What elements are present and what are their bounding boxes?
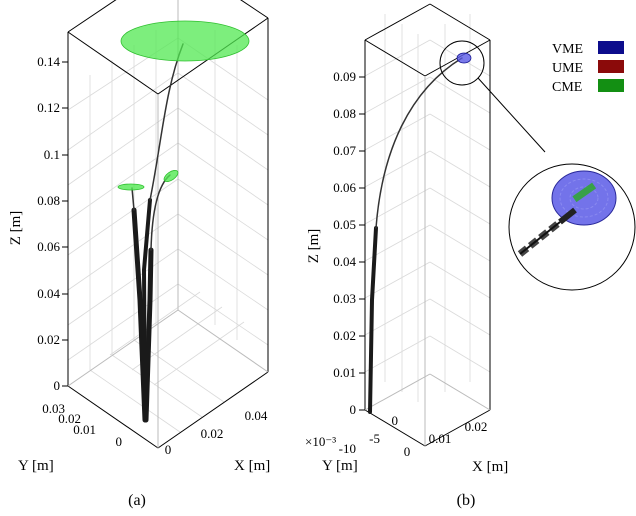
legend-swatch-vme (598, 41, 624, 54)
legend: VME UME CME (552, 41, 624, 95)
panel-b-x-axis-label: X [m] (472, 459, 508, 475)
panel-b-z-axis-label: Z [m] (306, 229, 322, 264)
panel-b-y-exponent: ×10⁻³ (305, 434, 336, 449)
panel-a-z-tick-label: 0.12 (37, 100, 60, 115)
panel-a-tube-middle-segment (143, 247, 154, 423)
panel-a-ellipse-right (163, 169, 179, 183)
panel-a-tube-inner-segment (141, 198, 152, 422)
panel-b-z-tick-label: 0.03 (333, 291, 356, 306)
panel-b-focus-circle (439, 40, 485, 86)
panel-a-x-ticks: 0 0.02 0.04 (165, 408, 268, 457)
panel-b-x-tick-label: 0 (404, 444, 411, 459)
panel-a-y-axis-label: Y [m] (18, 458, 54, 474)
panel-a-box (67, 0, 269, 449)
panel-b-z-tick-label: 0.01 (333, 365, 356, 380)
legend-label-vme: VME (552, 42, 583, 57)
panel-a-y-ticks: 0 0.01 0.02 0.03 (42, 401, 122, 449)
panel-a-y-tick-label: 0.01 (73, 422, 96, 437)
panel-a-y-tick-label: 0.02 (58, 411, 81, 426)
legend-label-ume: UME (552, 61, 583, 76)
panel-a-ellipse-mid (117, 183, 145, 191)
panel-b-box (364, 3, 491, 447)
panel-b-y-tick-label: -10 (339, 441, 356, 456)
legend-label-cme: CME (552, 80, 582, 95)
panel-a-x-tick-label: 0 (165, 442, 172, 457)
panel-b-y-tick-label: 0 (392, 413, 399, 428)
panel-b-z-tick-label: 0.06 (333, 180, 356, 195)
legend-swatch-cme (598, 79, 624, 92)
panel-b-y-tick-label: -5 (369, 431, 380, 446)
panel-b-z-ticks: 0 0.01 0.02 0.03 0.04 0.05 0.06 0.07 0.0… (333, 69, 365, 417)
panel-b-z-tick-label: 0.04 (333, 254, 356, 269)
panel-b-tube-curve (375, 57, 463, 229)
panel-a-y-tick-label: 0 (116, 434, 123, 449)
panel-b-z-tick-label: 0.09 (333, 69, 356, 84)
panel-a-z-tick-label: 0 (54, 378, 61, 393)
panel-a-z-ticks: 0 0.02 0.04 0.06 0.08 0.1 0.12 0.14 (37, 54, 68, 393)
panel-a: 0 0.02 0.04 0.06 0.08 0.1 0.12 0.14 Z [m… (8, 0, 270, 509)
panel-b-z-tick-label: 0.05 (333, 217, 356, 232)
panel-b-x-tick-label: 0.02 (465, 419, 488, 434)
panel-a-y-tick-label: 0.03 (42, 401, 65, 416)
panel-a-grid (67, 30, 269, 433)
panel-b-y-axis-label: Y [m] (322, 458, 358, 474)
panel-b-zoom-connector (477, 77, 546, 153)
panel-b-x-tick-label: 0.01 (429, 431, 452, 446)
panel-b: 0 0.01 0.02 0.03 0.04 0.05 0.06 0.07 0.0… (305, 3, 636, 509)
panel-b-y-ticks: 0 -5 -10 (339, 413, 398, 456)
panel-a-caption: (a) (128, 492, 146, 509)
panel-b-zoom-disc (551, 170, 617, 226)
panel-a-z-tick-label: 0.1 (44, 147, 60, 162)
panel-b-caption: (b) (457, 492, 476, 509)
panel-a-z-tick-label: 0.04 (37, 286, 60, 301)
panel-a-x-tick-label: 0.04 (245, 408, 268, 423)
panel-b-x-ticks: 0 0.01 0.02 (404, 419, 488, 459)
panel-a-z-tick-label: 0.08 (37, 193, 60, 208)
panel-b-tube (368, 57, 463, 414)
panel-b-z-tick-label: 0.07 (333, 143, 356, 158)
panel-a-z-tick-label: 0.02 (37, 332, 60, 347)
panel-a-z-tick-label: 0.14 (37, 54, 60, 69)
panel-b-grid (364, 14, 491, 402)
legend-swatch-ume (598, 60, 624, 73)
panel-b-z-tick-label: 0.08 (333, 106, 356, 121)
panel-b-z-tick-label: 0.02 (333, 328, 356, 343)
panel-a-z-axis-label: Z [m] (8, 211, 24, 246)
panel-a-x-axis-label: X [m] (234, 458, 270, 474)
panel-a-ellipse-top (120, 20, 250, 62)
panel-b-zoom-inset (508, 163, 636, 291)
panel-a-tube-curve-1 (131, 187, 135, 211)
panel-a-x-tick-label: 0.02 (201, 426, 224, 441)
panel-b-tube-segment (368, 226, 378, 414)
panel-b-z-tick-label: 0 (350, 402, 357, 417)
panel-b-disc-small (456, 52, 472, 64)
panel-a-z-tick-label: 0.06 (37, 239, 60, 254)
panel-a-tubes (131, 43, 184, 423)
